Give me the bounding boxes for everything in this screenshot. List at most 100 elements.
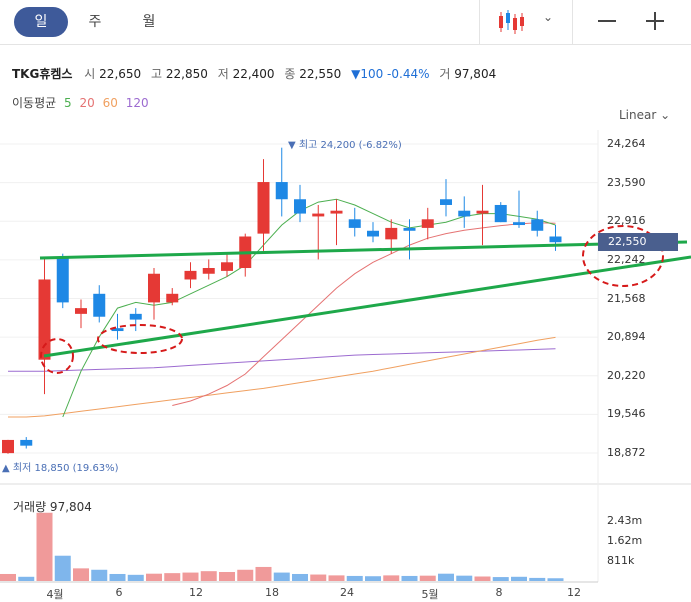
highlight-circle (40, 338, 74, 374)
moving-average-legend: 이동평균 5 20 60 120 (12, 94, 153, 111)
close-value: 22,550 (299, 67, 342, 81)
x-tick-label: 8 (495, 586, 503, 599)
ma-5: 5 (64, 96, 72, 110)
volume-bar (456, 575, 473, 581)
volume-bar (127, 574, 144, 581)
low-annotation: ▲ 최저 18,850 (19.63%) (2, 459, 119, 474)
volume-bar (200, 571, 217, 581)
candle-body (2, 439, 14, 454)
high-marker: ▼ (288, 140, 296, 151)
volume-bar (54, 555, 71, 581)
candle-body (403, 227, 416, 231)
low-marker: ▲ (2, 463, 10, 474)
period-tabs-bar: 일 주 월 ⌄ (0, 0, 691, 45)
tab-daily[interactable]: 일 (14, 7, 68, 37)
volume-bar (474, 576, 491, 581)
candlestick-icon[interactable] (497, 9, 525, 35)
candle-body (476, 210, 489, 214)
candle-body (513, 222, 525, 226)
moving-average-line-ma5 (62, 198, 556, 418)
candle-body (549, 236, 562, 243)
candle-body (221, 262, 233, 271)
x-tick-label: 4월 (46, 588, 64, 601)
plus-icon[interactable] (654, 12, 656, 30)
candle-body (294, 199, 306, 214)
candle-body (494, 204, 507, 223)
candle-body (111, 328, 124, 332)
close-label: 종 (284, 67, 296, 81)
trendline-support (43, 255, 691, 358)
volume-bar (365, 576, 381, 581)
volume-bar (109, 573, 126, 581)
scale-mode-select[interactable]: Linear ⌄ (619, 108, 670, 122)
tab-monthly[interactable]: 월 (142, 14, 156, 30)
candle-body (20, 439, 33, 446)
candle-body (385, 227, 398, 240)
y-tick-label: 22,916 (607, 214, 646, 228)
low-annotation-text: 최저 18,850 (19.63%) (12, 463, 119, 474)
chevron-down-icon[interactable]: ⌄ (543, 10, 554, 24)
candle-body (440, 199, 452, 205)
chevron-down-icon: ⌄ (660, 108, 671, 122)
y-tick-label: 24,264 (607, 137, 646, 150)
toolbar-divider (479, 0, 480, 44)
volume-bar (310, 574, 327, 581)
volume-bar (18, 576, 35, 581)
moving-average-line-ma120 (8, 348, 556, 372)
tab-weekly[interactable]: 주 (88, 14, 102, 30)
candle-body (458, 210, 471, 217)
stock-info: TKG휴켐스 시 22,650 고 22,850 저 22,400 종 22,5… (12, 65, 502, 82)
high-annotation: ▼ 최고 24,200 (-6.82%) (288, 136, 402, 151)
y-tick-label: 22,242 (607, 252, 646, 266)
x-tick-label: 12 (567, 586, 581, 599)
y-tick-label: 23,590 (607, 175, 646, 189)
candle-body (129, 313, 142, 320)
ma-20: 20 (79, 96, 95, 110)
volume-tick: 2.43m (607, 514, 643, 527)
candle-body (348, 219, 361, 228)
volume-bar (383, 575, 400, 581)
volume-bar (91, 569, 108, 581)
volume-bar (237, 569, 254, 581)
scale-mode-label: Linear (619, 108, 657, 122)
candle-body (202, 268, 215, 274)
x-tick-label: 18 (265, 586, 279, 599)
volume-bar (547, 578, 564, 581)
volume-bar (529, 577, 546, 581)
volume-bar (419, 575, 436, 581)
candle-body (166, 293, 179, 303)
volume-bar (401, 575, 418, 581)
candle-body (148, 273, 160, 303)
x-tick-label: 12 (189, 586, 203, 599)
volume-bar (73, 568, 89, 581)
candle-body (531, 219, 544, 231)
candle-body (275, 182, 288, 200)
x-tick-label: 24 (340, 586, 354, 599)
volume-bar (0, 573, 16, 581)
candle-body (56, 256, 69, 303)
toolbar-divider (572, 0, 573, 44)
x-tick-label: 6 (115, 586, 123, 599)
volume-label: 거 (439, 67, 451, 81)
candle-body (184, 270, 197, 280)
low-value: 22,400 (232, 67, 275, 81)
ma-label: 이동평균 (12, 96, 57, 110)
volume-bar (255, 566, 272, 581)
trendline-resistance (39, 240, 688, 260)
minus-icon[interactable] (598, 20, 616, 22)
high-annotation-text: 최고 24,200 (-6.82%) (298, 140, 402, 151)
high-value: 22,850 (165, 67, 208, 81)
candle-body (75, 308, 87, 314)
volume-bar (492, 577, 509, 581)
stock-name: TKG휴켐스 (12, 67, 73, 81)
y-tick-label: 19,546 (607, 407, 646, 421)
volume-tick: 1.62m (607, 534, 643, 547)
open-value: 22,650 (99, 67, 142, 81)
y-tick-label: 20,220 (607, 368, 646, 382)
candle-body (421, 219, 434, 228)
volume-bar (219, 572, 235, 581)
volume-bar (346, 575, 363, 581)
y-tick-label: 20,894 (607, 330, 646, 344)
high-label: 고 (151, 67, 163, 81)
